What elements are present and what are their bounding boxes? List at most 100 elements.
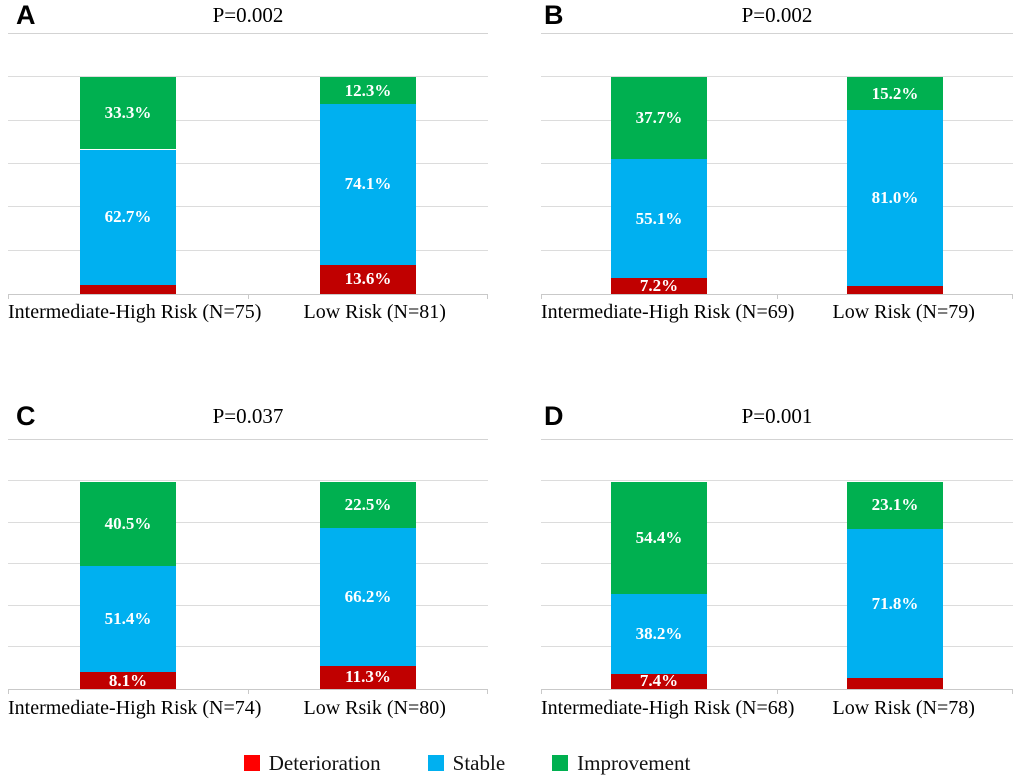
legend-item-deterioration: Deterioration [243,751,381,775]
segment-improvement [847,481,943,530]
gridline [8,522,488,523]
axis-tick [8,689,9,694]
segment-stable [847,110,943,286]
gridline [541,646,1013,647]
p-value-title-d: P=0.001 [741,404,813,428]
category-axis-a: Intermediate-High Risk (N=75) Low Risk (N… [8,299,488,325]
gridline [8,206,488,207]
gridline [541,120,1013,121]
axis-tick [487,689,488,694]
segment-value-label: 8.1% [108,670,148,690]
stacked-bar: 13.6% 74.1% 12.3% [320,34,416,294]
axis-tick [541,689,542,694]
segment-value-label: 66.2% [344,586,392,606]
segment-value-label: 54.4% [635,527,683,547]
legend: Deterioration Stable Improvement [0,745,977,781]
category-label: Intermediate-High Risk (N=69) [541,301,795,323]
gridline [541,563,1013,564]
category-label: Low Risk (N=79) [832,301,975,323]
gridline [8,163,488,164]
gridline [8,250,488,251]
plot-area-c: 8.1% 51.4% 40.5% 11.3% 66.2% 22.5% [8,439,488,694]
gridline [541,522,1013,523]
panel-c: C P=0.037 8.1% 51.4% 40.5% 11.3% 66.2% 22.5% … [0,390,510,745]
segment-value-label: 71.8% [871,593,919,613]
segment-improvement [320,77,416,104]
segment-improvement [611,77,707,160]
legend-label: Improvement [577,751,691,775]
gridline [541,480,1013,481]
category-axis-b: Intermediate-High Risk (N=69) Low Risk (N… [541,299,1013,325]
segment-improvement [320,481,416,529]
segment-value-label: 12.3% [344,80,392,100]
improvement-swatch-icon [552,755,569,771]
segment-value-label: 22.5% [344,494,392,514]
panel-d: D P=0.001 7.4%38.2%54.4%5.1%71.8%23.1% I… [510,390,1020,745]
axis-tick [1012,689,1013,694]
panel-letter-b: B [544,0,564,30]
segment-value-label: 7.2% [639,276,679,296]
segment-stable [80,149,176,286]
segment-value-label: 7.4% [639,671,679,691]
segment-deterioration [80,672,176,689]
gridline [541,206,1013,207]
panel-letter-c: C [16,401,36,431]
segment-value-label: 23.1% [871,495,919,515]
category-label: Low Risk (N=78) [832,697,975,719]
segment-deterioration [847,285,943,294]
p-value-title-c: P=0.037 [212,404,284,428]
category-label: Low Rsik (N=80) [303,697,446,719]
stacked-bar: 4.0%62.7%33.3% [80,34,176,294]
segment-stable [320,528,416,666]
axis-tick [487,294,488,299]
gridline [8,480,488,481]
segment-stable [320,104,416,265]
segment-deterioration [847,678,943,689]
stacked-bar: 7.4% 38.2% 54.4% [611,440,707,690]
panel-a: A P=0.002 4.0%62.7%33.3%13.6%74.1%12.3% … [0,0,510,390]
gridline [541,250,1013,251]
axis-tick [248,294,249,299]
segment-deterioration [320,665,416,689]
category-label: Intermediate-High Risk (N=68) [541,697,795,719]
segment-improvement [847,77,943,111]
segment-value-label: 55.1% [635,208,683,228]
p-value-title-b: P=0.002 [741,3,813,27]
segment-deterioration [320,264,416,294]
segment-value-label: 33.3% [104,103,152,123]
stacked-bar: 5.1%71.8%23.1% [847,440,943,689]
gridline [8,563,488,564]
segment-value-label: 81.0% [871,188,919,208]
gridline [541,163,1013,164]
gridline [8,120,488,121]
axis-tick [777,689,778,694]
deterioration-swatch-icon [243,755,260,771]
gridline [8,76,488,77]
stacked-bar: 7.2% 55.1% 37.7% [611,34,707,295]
segment-deterioration [80,285,176,294]
segment-deterioration [611,278,707,294]
panel-letter-a: A [16,0,36,30]
gridline [8,646,488,647]
legend-label: Deterioration [268,751,381,775]
segment-value-label: 13.6% [344,269,392,289]
segment-value-label: 62.7% [104,207,152,227]
segment-value-label: 40.5% [104,513,152,533]
segment-stable [611,159,707,279]
gridline [541,76,1013,77]
segment-stable [80,565,176,673]
segment-value-label: 37.7% [635,108,683,128]
axis-tick [777,294,778,299]
plot-area-a: 4.0%62.7%33.3%13.6%74.1%12.3% [8,33,488,299]
segment-deterioration [611,673,707,689]
panel-b: B P=0.002 7.2%55.1%37.7%3.8%81.0%15.2% I… [510,0,1020,390]
segment-value-label: 15.2% [871,83,919,103]
category-axis-d: Intermediate-High Risk (N=68) Low Risk (N… [541,695,1013,721]
segment-value-label: 11.3% [345,667,391,687]
segment-improvement [80,77,176,150]
plot-area-b: 7.2%55.1%37.7%3.8%81.0%15.2% [541,33,1013,299]
category-label: Intermediate-High Risk (N=75) [8,301,262,323]
segment-improvement [611,481,707,595]
segment-stable [611,594,707,674]
